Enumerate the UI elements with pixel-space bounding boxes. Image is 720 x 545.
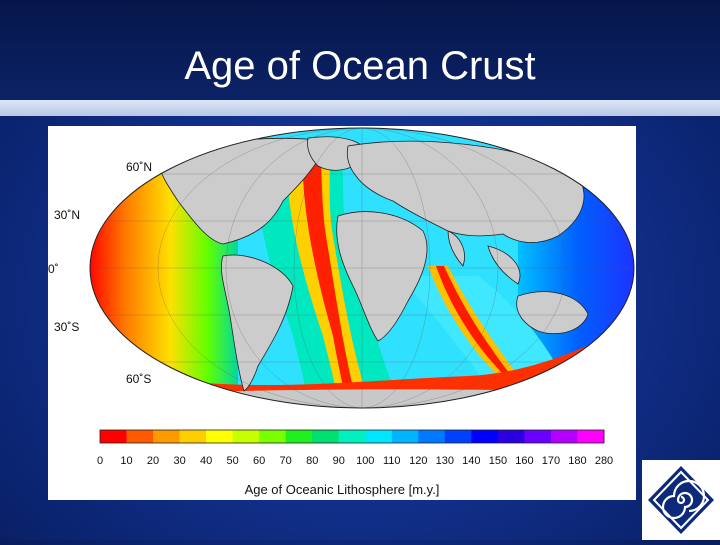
lat-label-60n: 60˚N bbox=[126, 160, 153, 174]
colorbar-swatch bbox=[312, 430, 340, 443]
colorbar-tick-label: 80 bbox=[306, 455, 319, 467]
colorbar-tick-label: 30 bbox=[173, 455, 186, 467]
colorbar bbox=[99, 429, 605, 444]
colorbar-tick-label: 110 bbox=[383, 455, 401, 467]
colorbar-swatch bbox=[471, 430, 499, 443]
colorbar-tick-label: 50 bbox=[226, 455, 239, 467]
colorbar-swatch bbox=[577, 430, 605, 443]
colorbar-swatch bbox=[338, 430, 366, 443]
colorbar-tick-label: 180 bbox=[568, 455, 587, 467]
colorbar-swatch bbox=[444, 430, 472, 443]
figure-panel: 60˚N 30˚N 0˚ 30˚S 60˚S 0 10 20 30 40 50 60 70 80… bbox=[48, 126, 636, 500]
colorbar-swatch bbox=[206, 430, 234, 443]
colorbar-tick-label: 160 bbox=[515, 455, 534, 467]
colorbar-swatch bbox=[179, 430, 207, 443]
colorbar-tick-label: 0 bbox=[96, 455, 104, 467]
colorbar-swatch bbox=[524, 430, 552, 443]
colorbar-tick-label: 70 bbox=[279, 455, 292, 467]
colorbar-swatch bbox=[365, 430, 393, 443]
colorbar-tick-label: 40 bbox=[199, 455, 213, 467]
colorbar-tick-label: 120 bbox=[409, 455, 428, 467]
colorbar-tick-label: 280 bbox=[594, 455, 614, 467]
ocean-age-map bbox=[89, 127, 635, 444]
colorbar-tick-label: 140 bbox=[462, 455, 481, 467]
title-band bbox=[0, 0, 720, 100]
slide-title: Age of Ocean Crust bbox=[184, 44, 536, 88]
colorbar-swatch bbox=[391, 430, 419, 443]
colorbar-tick-label: 90 bbox=[332, 455, 345, 467]
lat-label-60s: 60˚S bbox=[126, 372, 152, 386]
lat-label-30s: 30˚S bbox=[54, 320, 80, 334]
lat-label-equator: 0˚ bbox=[48, 262, 59, 276]
colorbar-swatch bbox=[232, 430, 260, 443]
colorbar-tick-label: 20 bbox=[146, 455, 160, 467]
title-divider bbox=[0, 100, 720, 116]
colorbar-tick-label: 170 bbox=[541, 455, 561, 467]
colorbar-swatch bbox=[126, 430, 154, 443]
colorbar-swatch bbox=[259, 430, 287, 443]
colorbar-swatch bbox=[497, 430, 525, 443]
colorbar-frame bbox=[99, 429, 605, 444]
logo-box bbox=[642, 460, 720, 540]
colorbar-tick-label: 60 bbox=[253, 455, 266, 467]
lat-label-30n: 30˚N bbox=[54, 208, 81, 222]
colorbar-tick-label: 130 bbox=[435, 455, 455, 467]
colorbar-swatch bbox=[550, 430, 578, 443]
colorbar-tick-label: 100 bbox=[356, 455, 375, 467]
colorbar-swatch bbox=[418, 430, 446, 443]
colorbar-swatch bbox=[285, 430, 313, 443]
colorbar-swatch bbox=[153, 430, 181, 443]
globe bbox=[90, 128, 634, 408]
colorbar-tick-label: 150 bbox=[488, 455, 508, 467]
spiral-diamond-logo-icon bbox=[648, 466, 714, 534]
colorbar-title: Age of Oceanic Lithosphere [m.y.] bbox=[244, 482, 440, 497]
colorbar-swatch bbox=[100, 430, 128, 443]
colorbar-tick-label: 10 bbox=[120, 455, 133, 467]
